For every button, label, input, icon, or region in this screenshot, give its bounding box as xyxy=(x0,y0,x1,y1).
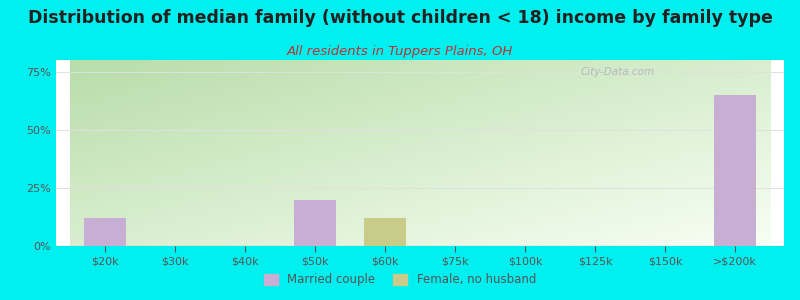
Text: City-Data.com: City-Data.com xyxy=(580,68,654,77)
Text: All residents in Tuppers Plains, OH: All residents in Tuppers Plains, OH xyxy=(287,45,513,58)
Legend: Married couple, Female, no husband: Married couple, Female, no husband xyxy=(259,269,541,291)
Bar xyxy=(294,200,336,246)
Bar xyxy=(714,95,756,246)
Bar xyxy=(84,218,126,246)
Text: Distribution of median family (without children < 18) income by family type: Distribution of median family (without c… xyxy=(27,9,773,27)
Bar xyxy=(364,218,406,246)
